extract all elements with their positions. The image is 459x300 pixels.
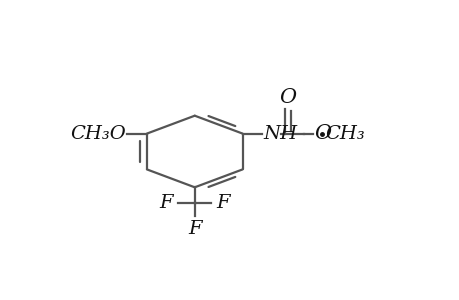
Text: CH₃: CH₃ xyxy=(325,124,364,142)
Text: F: F xyxy=(216,194,230,212)
Text: F: F xyxy=(188,220,201,238)
Text: F: F xyxy=(159,194,173,212)
Text: CH₃O: CH₃O xyxy=(70,124,125,142)
Text: O: O xyxy=(279,88,296,107)
Text: O: O xyxy=(313,124,330,143)
Text: NH: NH xyxy=(263,124,297,142)
